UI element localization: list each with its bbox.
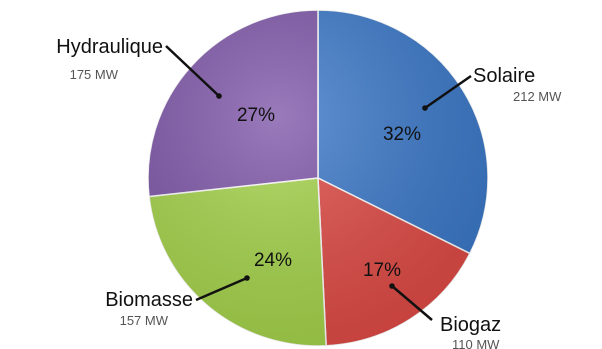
value-label-biomasse: 157 MW <box>120 313 169 328</box>
percent-label-solaire: 32% <box>383 124 421 145</box>
category-label-biomasse: Biomasse <box>105 289 193 311</box>
leader-line-solaire <box>424 74 472 110</box>
leader-dot-hydraulique <box>216 93 222 99</box>
leader-dot-biomasse <box>244 275 250 281</box>
leader-line-biomasse <box>195 276 248 302</box>
percent-label-hydraulique: 27% <box>237 105 275 126</box>
value-label-hydraulique: 175 MW <box>70 67 119 82</box>
leader-dot-biogaz <box>389 283 395 289</box>
slice-biomasse <box>148 177 327 347</box>
pie-slices <box>147 9 489 347</box>
value-label-solaire: 212 MW <box>513 89 562 104</box>
leader-dot-solaire <box>422 105 428 111</box>
percent-label-biomasse: 24% <box>254 250 292 271</box>
leader-line-hydraulique <box>165 45 220 97</box>
category-label-hydraulique: Hydraulique <box>56 36 163 58</box>
category-label-solaire: Solaire <box>473 65 535 87</box>
leader-line-biogaz <box>391 285 433 321</box>
category-label-biogaz: Biogaz <box>440 314 501 336</box>
value-label-biogaz: 110 MW <box>452 337 500 349</box>
percent-label-biogaz: 17% <box>363 260 401 281</box>
slice-hydraulique <box>147 9 319 198</box>
leader-lines <box>165 45 472 321</box>
